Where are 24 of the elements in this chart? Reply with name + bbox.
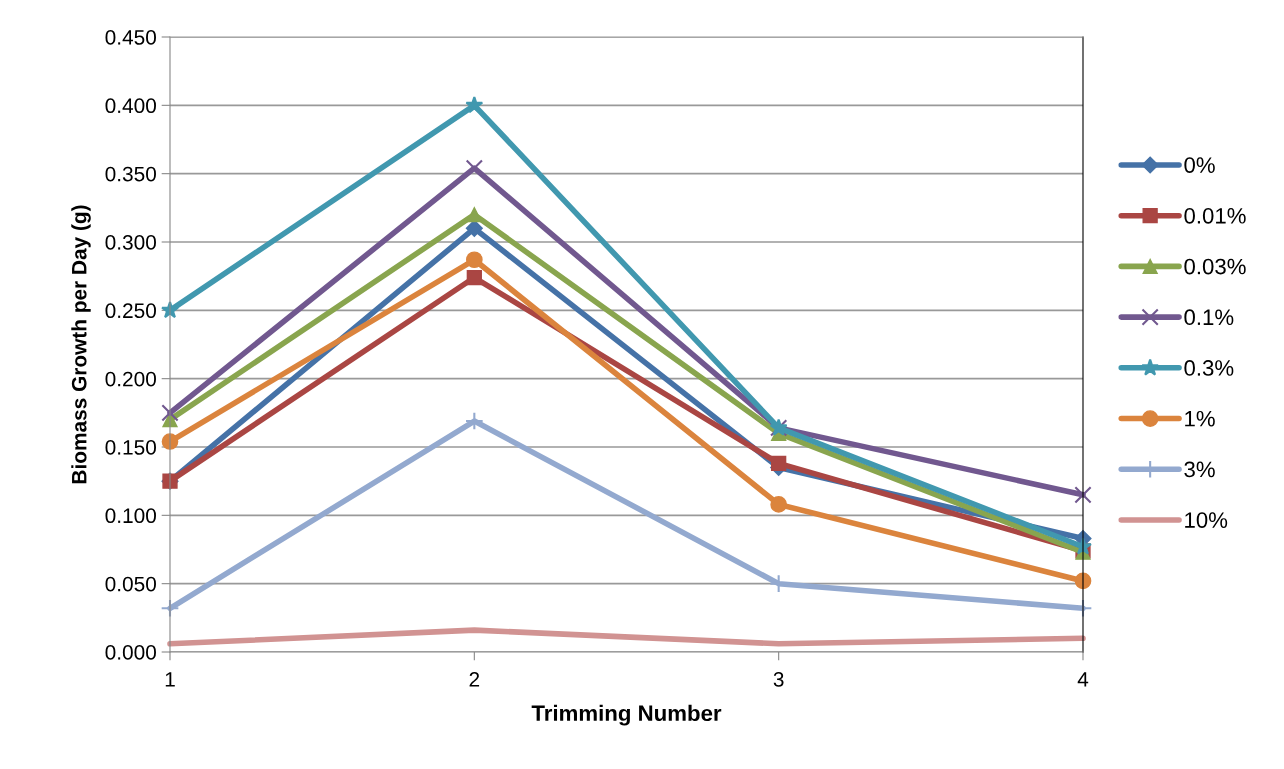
y-tick-label: 0.450 [105, 30, 156, 45]
y-axis-title: Biomass Growth per Day (g) [71, 205, 91, 484]
legend-label: 0.1% [1184, 309, 1234, 326]
legend-label: 0.3% [1184, 360, 1234, 376]
legend-label: 1% [1185, 410, 1215, 427]
y-tick-label: 0.200 [105, 371, 156, 387]
legend-label: 0.03% [1184, 258, 1246, 275]
y-tick-label: 0.000 [105, 645, 156, 660]
y-tick-label: 0.100 [105, 508, 156, 524]
y-tick-label: 0.400 [105, 98, 156, 114]
legend-label: 0.01% [1184, 207, 1246, 224]
y-tick-label: 0.150 [105, 440, 156, 455]
y-tick-label: 0.250 [105, 303, 156, 319]
x-tick-label: 4 [1077, 672, 1089, 687]
legend-label: 0% [1184, 157, 1215, 173]
y-tick-label: 0.300 [105, 235, 156, 250]
x-tick-label: 3 [773, 671, 784, 687]
y-tick-label: 0.350 [105, 166, 156, 182]
legend-label: 3% [1184, 461, 1215, 478]
x-tick-label: 2 [469, 671, 480, 687]
x-axis-title: Trimming Number [531, 704, 722, 726]
x-tick-label: 1 [165, 672, 175, 687]
legend-label: 10% [1185, 512, 1228, 528]
y-tick-label: 0.050 [105, 576, 156, 592]
